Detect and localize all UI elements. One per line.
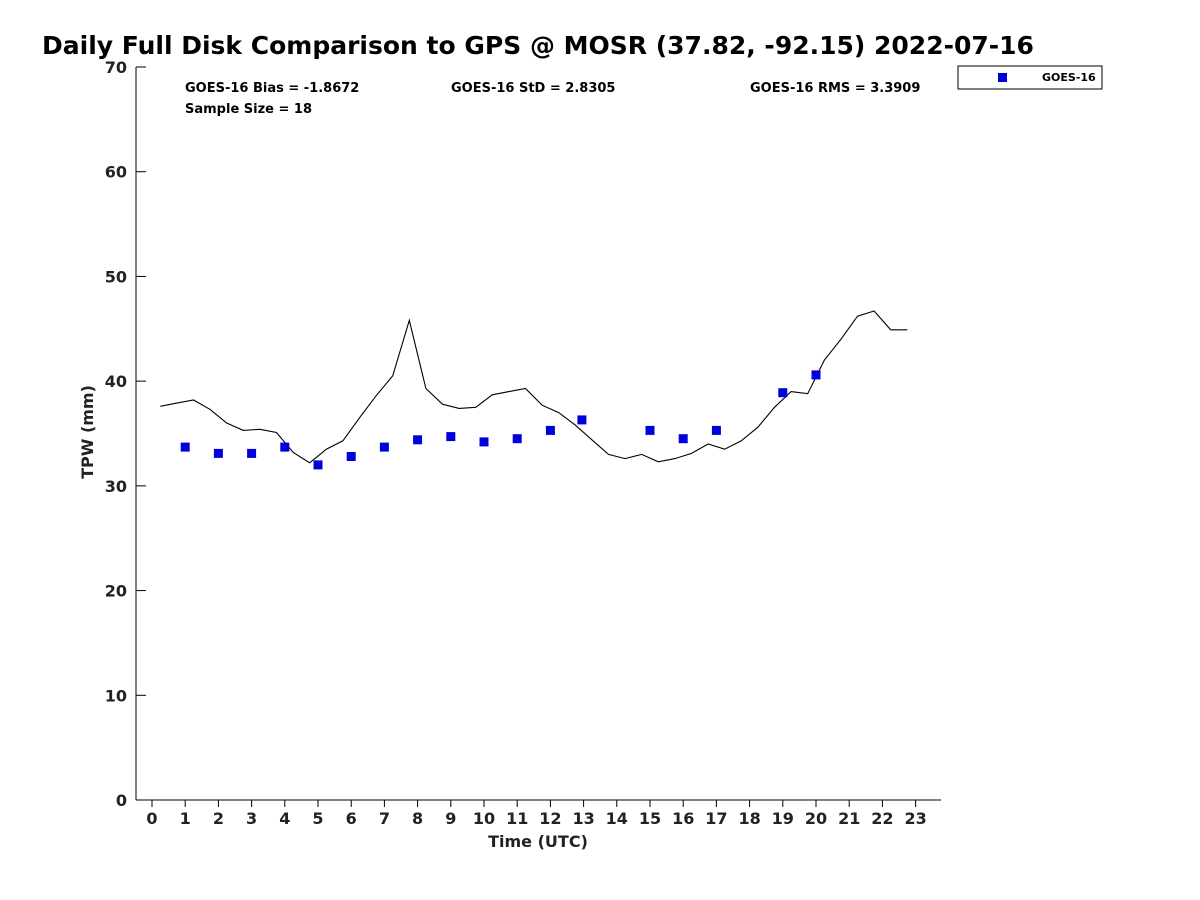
goes16-data-point: [811, 370, 821, 380]
legend-marker-goes16: [998, 73, 1007, 82]
x-tick-label: 0: [146, 809, 157, 828]
goes16-data-point: [180, 442, 190, 452]
goes16-data-point: [545, 425, 555, 435]
x-tick-label: 20: [805, 809, 827, 828]
x-tick-label: 12: [539, 809, 561, 828]
x-tick-label: 22: [871, 809, 893, 828]
legend: GOES-16: [957, 65, 1103, 90]
y-axis-ticks: 0 10 20 30 40 50 60 70: [105, 58, 146, 810]
stat-rms: GOES-16 RMS = 3.3909: [750, 81, 920, 96]
goes16-data-point: [379, 442, 389, 452]
goes16-data-point: [645, 425, 655, 435]
stat-std: GOES-16 StD = 2.8305: [451, 81, 615, 96]
x-tick-label: 4: [279, 809, 290, 828]
goes16-data-point: [678, 434, 688, 444]
x-tick-label: 15: [639, 809, 661, 828]
goes16-data-point: [512, 434, 522, 444]
x-tick-label: 13: [572, 809, 594, 828]
goes16-data-point: [280, 442, 290, 452]
goes16-data-point: [711, 425, 721, 435]
x-tick-label: 9: [445, 809, 456, 828]
goes16-data-point: [778, 388, 788, 398]
legend-box: [957, 65, 1103, 90]
x-tick-label: 23: [904, 809, 926, 828]
goes16-data-point: [247, 448, 257, 458]
x-tick-label: 10: [473, 809, 495, 828]
y-tick-label: 10: [105, 686, 127, 705]
y-tick-label: 20: [105, 582, 127, 601]
x-tick-label: 11: [506, 809, 528, 828]
x-tick-label: 19: [772, 809, 794, 828]
x-tick-label: 5: [312, 809, 323, 828]
x-tick-label: 14: [606, 809, 628, 828]
stat-bias: GOES-16 Bias = -1.8672: [185, 81, 359, 96]
x-tick-label: 21: [838, 809, 860, 828]
x-axis-ticks: 0 1 2 3 4 5 6 7 8 9 10 11 12 13 14 15 16 17 18 19 20 21 22 23: [146, 800, 927, 828]
gps-line-series: [160, 310, 908, 464]
plot-area: 0 1 2 3 4 5 6 7 8 9 10 11 12 13 14 15 16 17 18 19 20 21 22 23 0…: [105, 58, 941, 828]
y-tick-label: 70: [105, 58, 127, 77]
stat-sample-size: Sample Size = 18: [185, 102, 312, 117]
x-tick-label: 6: [346, 809, 357, 828]
goes16-scatter-series: [180, 370, 821, 470]
goes16-data-point: [346, 452, 356, 461]
y-tick-label: 0: [116, 791, 127, 810]
y-tick-label: 50: [105, 267, 127, 286]
y-tick-label: 30: [105, 477, 127, 496]
y-tick-label: 60: [105, 163, 127, 182]
goes16-data-point: [313, 460, 323, 470]
x-tick-label: 1: [180, 809, 191, 828]
x-tick-label: 7: [379, 809, 390, 828]
legend-label-goes16: GOES-16: [1042, 71, 1096, 84]
goes16-data-point: [479, 437, 489, 447]
chart-title: Daily Full Disk Comparison to GPS @ MOSR…: [42, 31, 1034, 60]
x-axis-label: Time (UTC): [488, 832, 588, 851]
x-tick-label: 16: [672, 809, 694, 828]
x-tick-label: 18: [738, 809, 760, 828]
goes16-data-point: [213, 448, 223, 458]
x-tick-label: 17: [705, 809, 727, 828]
gps-tpw-line: [160, 310, 908, 464]
x-tick-label: 3: [246, 809, 257, 828]
goes16-data-point: [446, 432, 456, 442]
y-axis-label: TPW (mm): [78, 385, 97, 479]
goes16-data-point: [413, 435, 423, 445]
goes16-data-point: [577, 415, 587, 425]
x-tick-label: 2: [213, 809, 224, 828]
y-tick-label: 40: [105, 372, 127, 391]
x-tick-label: 8: [412, 809, 423, 828]
